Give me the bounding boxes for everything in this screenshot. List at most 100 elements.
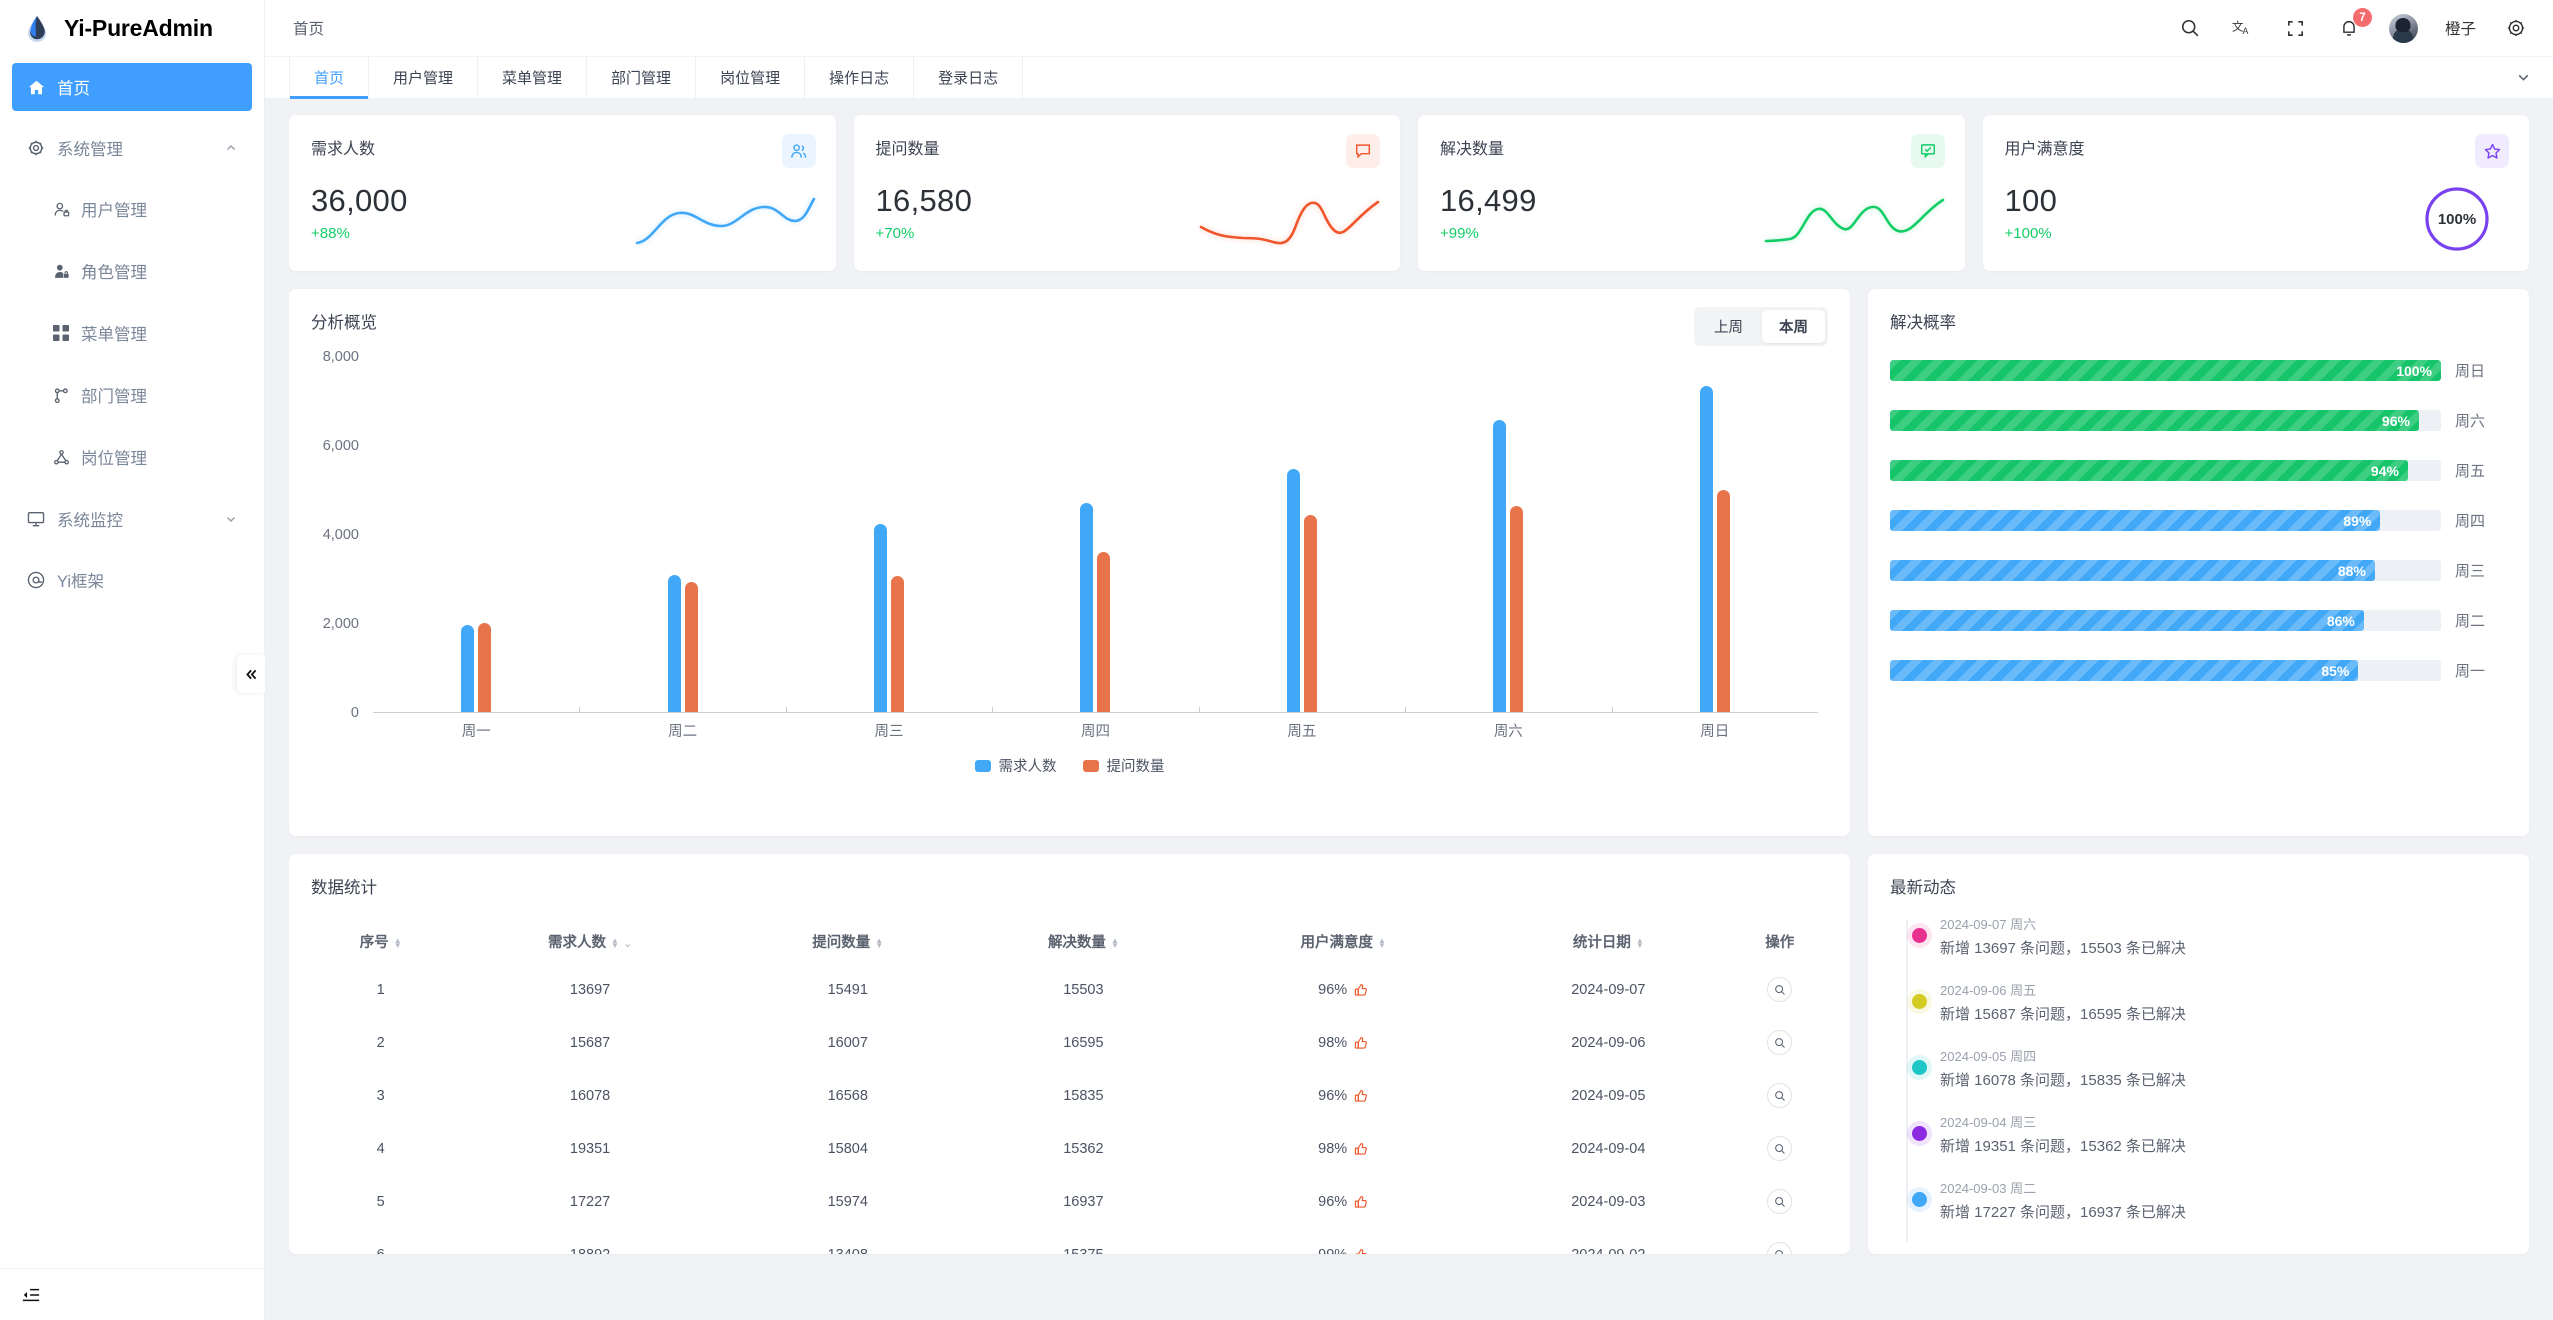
sort-icon[interactable]: ▲ ▼ — [875, 936, 884, 951]
bar-group[interactable] — [992, 357, 1198, 712]
kpi-card-questions[interactable]: 提问数量 16,580 +70% — [853, 115, 1400, 271]
bar-group[interactable] — [786, 357, 992, 712]
bar-需求人数[interactable] — [461, 625, 475, 712]
probability-track: 89% — [1890, 510, 2441, 531]
timeline-text: 新增 19351 条问题，15362 条已解决 — [1940, 1138, 2186, 1155]
search-icon[interactable] — [1767, 1083, 1793, 1108]
bar-group[interactable] — [1405, 357, 1611, 712]
brand[interactable]: Yi-PureAdmin — [0, 0, 264, 57]
column-header-satisfaction[interactable]: 用户满意度 ▲ ▼ — [1201, 920, 1485, 963]
avatar[interactable] — [2388, 13, 2418, 43]
probability-fill: 100% — [1890, 360, 2441, 381]
sidebar-item-role-management[interactable]: 角色管理 — [12, 247, 252, 295]
bar-需求人数[interactable] — [667, 575, 681, 712]
search-icon[interactable] — [1767, 1136, 1793, 1161]
bar-group[interactable] — [1612, 357, 1818, 712]
sidebar-item-menu-management[interactable]: 菜单管理 — [12, 309, 252, 357]
bar-提问数量[interactable] — [684, 581, 698, 712]
table-row[interactable]: 1 13697 15491 15503 96% 2024-09-07 — [311, 963, 1828, 1016]
this-week-button[interactable]: 本周 — [1762, 310, 1825, 343]
sidebar-item-label: 系统管理 — [57, 141, 123, 159]
bar-需求人数[interactable] — [874, 524, 888, 712]
column-label: 提问数量 — [812, 935, 871, 951]
tab-home[interactable]: 首页 — [289, 57, 370, 99]
sort-icon[interactable]: ▲ ▼ — [1110, 936, 1119, 951]
chevron-down-icon[interactable]: ⌄ — [622, 938, 633, 950]
sidebar-collapse-button[interactable] — [237, 655, 265, 693]
bar-group[interactable] — [373, 357, 579, 712]
chevron-up-icon[interactable] — [224, 141, 238, 155]
table-row[interactable]: 2 15687 16007 16595 98% 2024-09-06 — [311, 1016, 1828, 1069]
tab-user-management[interactable]: 用户管理 — [369, 57, 479, 98]
search-icon[interactable] — [1767, 1189, 1793, 1214]
search-icon[interactable] — [1767, 977, 1793, 1002]
sidebar-item-post-management[interactable]: 岗位管理 — [12, 433, 252, 481]
table-row[interactable]: 4 19351 15804 15362 98% 2024-09-04 — [311, 1122, 1828, 1175]
sidebar-item-user-management[interactable]: 用户管理 — [12, 185, 252, 233]
legend-label: 提问数量 — [1106, 759, 1165, 775]
sidebar-item-home[interactable]: 首页 — [12, 63, 252, 111]
tab-menu-management[interactable]: 菜单管理 — [478, 57, 588, 98]
mid-row: 分析概览 上周 本周 0 2,000 4,000 6,000 8,000 — [289, 289, 2529, 836]
search-icon[interactable] — [2177, 15, 2203, 41]
translate-icon[interactable]: 文 A — [2230, 15, 2256, 41]
bar-提问数量[interactable] — [478, 623, 492, 712]
username[interactable]: 橙子 — [2444, 21, 2476, 38]
column-header-date[interactable]: 统计日期 ▲ ▼ — [1485, 920, 1731, 963]
column-header-questions[interactable]: 提问数量 ▲ ▼ — [730, 920, 966, 963]
fullscreen-icon[interactable] — [2283, 15, 2309, 41]
kpi-value: 16,580 — [875, 183, 973, 218]
chevron-down-icon[interactable] — [224, 512, 238, 526]
column-header-no[interactable]: 序号 ▲ ▼ — [311, 920, 450, 963]
bar-需求人数[interactable] — [1080, 502, 1094, 712]
sidebar-item-department-management[interactable]: 部门管理 — [12, 371, 252, 419]
kpi-card-satisfaction[interactable]: 用户满意度 100 +100% 100% — [1982, 115, 2529, 271]
bar-group[interactable] — [1199, 357, 1405, 712]
tab-department-management[interactable]: 部门管理 — [587, 57, 697, 98]
table-body: 1 13697 15491 15503 96% 2024-09-07 2 15687 16007… — [311, 963, 1828, 1254]
legend-item-demand[interactable]: 需求人数 — [974, 755, 1057, 776]
kpi-card-solved[interactable]: 解决数量 16,499 +99% — [1418, 115, 1965, 271]
breadcrumb[interactable]: 首页 — [293, 21, 325, 38]
legend-item-questions[interactable]: 提问数量 — [1082, 755, 1165, 776]
bar-提问数量[interactable] — [1303, 514, 1317, 712]
table-row[interactable]: 618892134081537599%2024-09-02 — [311, 1228, 1828, 1254]
tab-operation-log[interactable]: 操作日志 — [805, 57, 915, 98]
table-row[interactable]: 5 17227 15974 16937 96% 2024-09-03 — [311, 1175, 1828, 1228]
bar-提问数量[interactable] — [1097, 551, 1111, 712]
table-row[interactable]: 3 16078 16568 15835 96% 2024-09-05 — [311, 1069, 1828, 1122]
bar-提问数量[interactable] — [891, 576, 905, 712]
last-week-button[interactable]: 上周 — [1714, 320, 1743, 336]
cell-demand: 18892 — [450, 1228, 730, 1255]
indent-list-icon[interactable] — [22, 1286, 40, 1304]
sort-icon[interactable]: ▲ ▼ — [1377, 936, 1386, 951]
cell-satisfaction: 96% — [1201, 963, 1485, 1016]
column-header-solved[interactable]: 解决数量 ▲ ▼ — [966, 920, 1202, 963]
bar-提问数量[interactable] — [1716, 490, 1730, 712]
svg-text:文: 文 — [2232, 19, 2244, 33]
panel-title: 解决概率 — [1890, 314, 1956, 332]
timeline-date: 2024-09-06 周五 — [1940, 983, 2037, 998]
tab-login-log[interactable]: 登录日志 — [914, 57, 1024, 98]
sidebar-item-yi-framework[interactable]: Yi框架 — [12, 556, 252, 604]
search-icon[interactable] — [1767, 1030, 1793, 1055]
probability-value: 94% — [2370, 462, 2399, 479]
sidebar-item-system-management[interactable]: 系统管理 — [12, 124, 252, 172]
bar-需求人数[interactable] — [1493, 420, 1507, 712]
sort-icon[interactable]: ▲ ▼ — [393, 936, 402, 951]
column-header-demand[interactable]: 需求人数 ▲ ▼ ⌄ — [450, 920, 730, 963]
bar-提问数量[interactable] — [1510, 505, 1524, 712]
tabbar-more-button[interactable] — [2494, 57, 2553, 98]
bar-需求人数[interactable] — [1699, 385, 1713, 712]
bell-icon[interactable]: 7 — [2336, 8, 2372, 41]
bar-group[interactable] — [579, 357, 785, 712]
cell-solved: 15503 — [1063, 981, 1104, 998]
gear-icon[interactable] — [2503, 15, 2529, 41]
tab-post-management[interactable]: 岗位管理 — [696, 57, 806, 98]
sidebar-item-system-monitor[interactable]: 系统监控 — [12, 495, 252, 543]
bar-需求人数[interactable] — [1286, 468, 1300, 712]
sort-icon[interactable]: ▲ ▼ — [1635, 936, 1644, 951]
kpi-card-demand[interactable]: 需求人数 36,000 +88% — [289, 115, 836, 271]
sort-icon[interactable]: ▲ ▼ — [611, 936, 619, 951]
search-icon[interactable] — [1767, 1242, 1793, 1254]
